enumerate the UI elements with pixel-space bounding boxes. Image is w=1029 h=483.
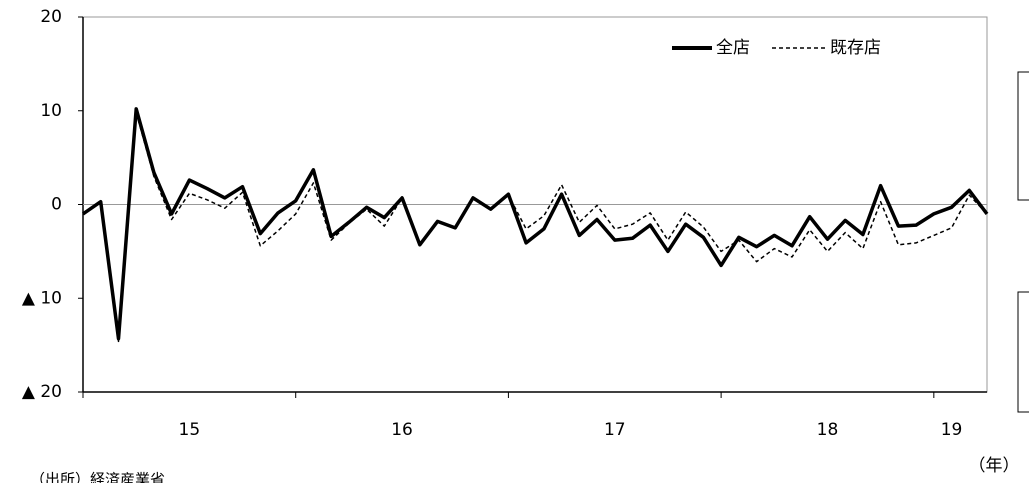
x-unit: （年） (969, 456, 1020, 476)
y-tick-label: ▲ 10 (22, 288, 62, 308)
x-tick-label: 17 (604, 420, 626, 440)
legend-label: 既存店 (830, 38, 881, 58)
series-line (82, 111, 988, 343)
x-tick-label: 16 (391, 420, 413, 440)
x-tick-label: 19 (941, 420, 963, 440)
legend-label: 全店 (716, 38, 750, 58)
source-note: （出所）経済産業省 (30, 471, 165, 483)
y-tick-label: 20 (40, 7, 62, 27)
x-tick-label: 18 (817, 420, 839, 440)
y-tick-label: 10 (40, 101, 62, 121)
x-tick-label: 15 (179, 420, 201, 440)
y-tick-label: 0 (51, 195, 62, 215)
y-tick-label: ▲ 20 (22, 382, 62, 402)
side-box (1017, 71, 1029, 201)
series-line (82, 107, 989, 341)
side-box (1017, 291, 1029, 413)
